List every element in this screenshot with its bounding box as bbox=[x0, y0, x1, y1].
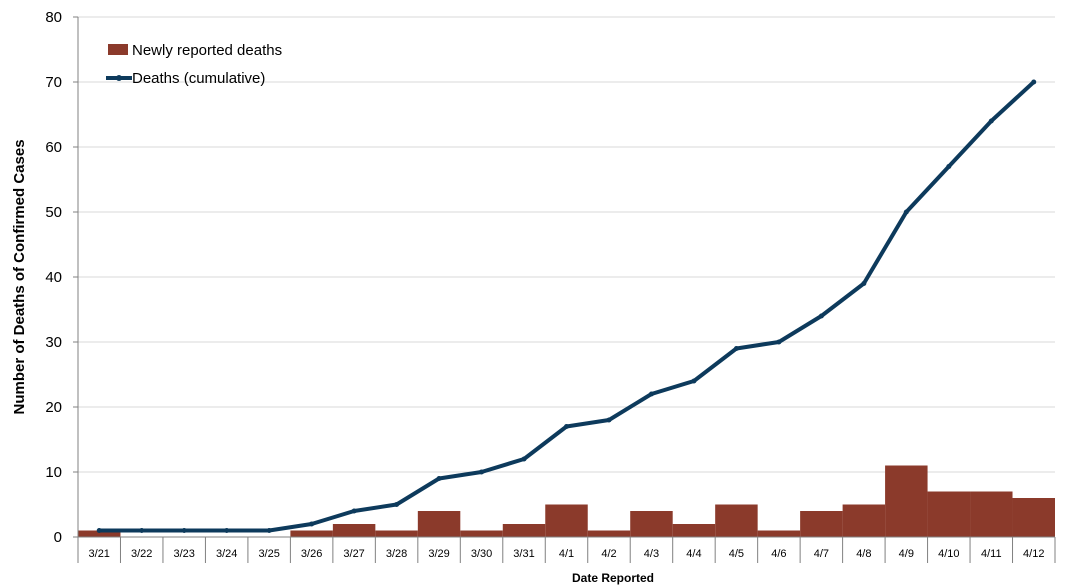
legend-swatch-newly-reported-deaths bbox=[108, 44, 128, 55]
y-tick-label: 0 bbox=[54, 529, 62, 546]
bar bbox=[672, 524, 716, 537]
bar bbox=[630, 511, 673, 537]
y-tick-label: 20 bbox=[45, 399, 62, 416]
line-point bbox=[96, 528, 102, 533]
x-tick-label: 3/23 bbox=[173, 548, 194, 560]
bars-newly-reported-deaths bbox=[78, 465, 1055, 537]
line-point bbox=[903, 209, 909, 215]
legend: Newly reported deaths Deaths (cumulative… bbox=[106, 42, 282, 87]
bar bbox=[757, 530, 801, 537]
legend-marker-deaths-cumulative bbox=[116, 75, 122, 81]
line-point bbox=[733, 346, 739, 351]
x-tick-label: 4/6 bbox=[771, 548, 786, 560]
bar bbox=[842, 504, 886, 537]
x-tick-labels: 3/21 3/22 3/23 3/24 3/25 3/26 3/27 3/28 3/29 3/30… bbox=[89, 548, 1045, 560]
bar bbox=[375, 530, 418, 537]
line-point bbox=[139, 528, 145, 533]
line-point bbox=[648, 391, 654, 397]
x-tick-label: 4/4 bbox=[686, 548, 701, 560]
line-point bbox=[224, 528, 230, 533]
line-point bbox=[266, 528, 272, 533]
x-tick-label: 3/31 bbox=[513, 548, 534, 560]
gridlines bbox=[78, 16, 1055, 473]
x-axis-label: Date Reported bbox=[572, 571, 654, 585]
x-tick-label: 3/29 bbox=[428, 548, 449, 560]
bar bbox=[502, 524, 546, 537]
bar bbox=[417, 511, 461, 537]
bar bbox=[800, 511, 843, 537]
y-tick-label: 50 bbox=[45, 204, 62, 221]
line-point bbox=[351, 508, 357, 514]
line-point bbox=[946, 164, 952, 169]
x-tick-label: 3/22 bbox=[131, 548, 152, 560]
line-point bbox=[691, 378, 697, 384]
line-point bbox=[564, 424, 569, 429]
x-tick-label: 4/5 bbox=[729, 548, 744, 560]
line-point bbox=[436, 476, 442, 481]
legend-label-deaths-cumulative: Deaths (cumulative) bbox=[132, 70, 265, 87]
line-point bbox=[818, 313, 824, 319]
bar bbox=[927, 491, 971, 537]
line-point bbox=[776, 339, 782, 345]
x-tick-label: 4/1 bbox=[559, 548, 574, 560]
x-tick-label: 4/3 bbox=[644, 548, 659, 560]
bar bbox=[1012, 498, 1055, 537]
series-line bbox=[99, 80, 1036, 533]
y-tick-label: 10 bbox=[45, 464, 62, 481]
x-tick-label: 3/27 bbox=[343, 548, 364, 560]
bar bbox=[78, 530, 121, 537]
x-tick-label: 4/8 bbox=[856, 548, 871, 560]
bar bbox=[970, 491, 1013, 537]
y-tick-label: 40 bbox=[45, 269, 62, 286]
y-tick-label: 30 bbox=[45, 334, 62, 351]
x-tick-label: 4/10 bbox=[938, 548, 959, 560]
x-tick-label: 3/24 bbox=[216, 548, 237, 560]
x-tick-label: 3/28 bbox=[386, 548, 407, 560]
y-tick-labels: 0 10 20 30 40 50 60 70 80 bbox=[45, 9, 62, 546]
bar bbox=[715, 504, 758, 537]
x-tick-label: 4/12 bbox=[1023, 548, 1044, 560]
bar bbox=[885, 465, 928, 537]
x-tick-label: 3/21 bbox=[89, 548, 110, 560]
line-point bbox=[394, 502, 400, 507]
line-deaths-cumulative bbox=[96, 79, 1037, 533]
x-tick-label: 3/30 bbox=[471, 548, 492, 560]
line-point bbox=[521, 456, 527, 462]
bar bbox=[545, 504, 588, 537]
line-point bbox=[861, 281, 867, 286]
x-tick-label: 4/9 bbox=[899, 548, 914, 560]
x-tick-label: 3/26 bbox=[301, 548, 322, 560]
y-tick-label: 80 bbox=[45, 9, 62, 26]
y-axis-label: Number of Deaths of Confirmed Cases bbox=[11, 139, 28, 414]
legend-label-newly-reported-deaths: Newly reported deaths bbox=[132, 42, 282, 59]
line-point bbox=[1031, 79, 1037, 85]
line-point bbox=[606, 417, 612, 423]
y-tick-label: 60 bbox=[45, 139, 62, 156]
line-point bbox=[181, 528, 187, 533]
x-tick-label: 3/25 bbox=[258, 548, 279, 560]
x-tick-label: 4/11 bbox=[981, 548, 1002, 560]
bar bbox=[460, 530, 503, 537]
line-point bbox=[988, 118, 994, 124]
bar bbox=[332, 524, 376, 537]
line-point bbox=[479, 469, 485, 475]
bar bbox=[290, 530, 333, 537]
x-tick-label: 4/2 bbox=[601, 548, 616, 560]
y-tick-label: 70 bbox=[45, 74, 62, 91]
axes bbox=[73, 16, 1056, 563]
x-tick-label: 4/7 bbox=[814, 548, 829, 560]
line-point bbox=[309, 521, 315, 527]
bar bbox=[587, 530, 631, 537]
